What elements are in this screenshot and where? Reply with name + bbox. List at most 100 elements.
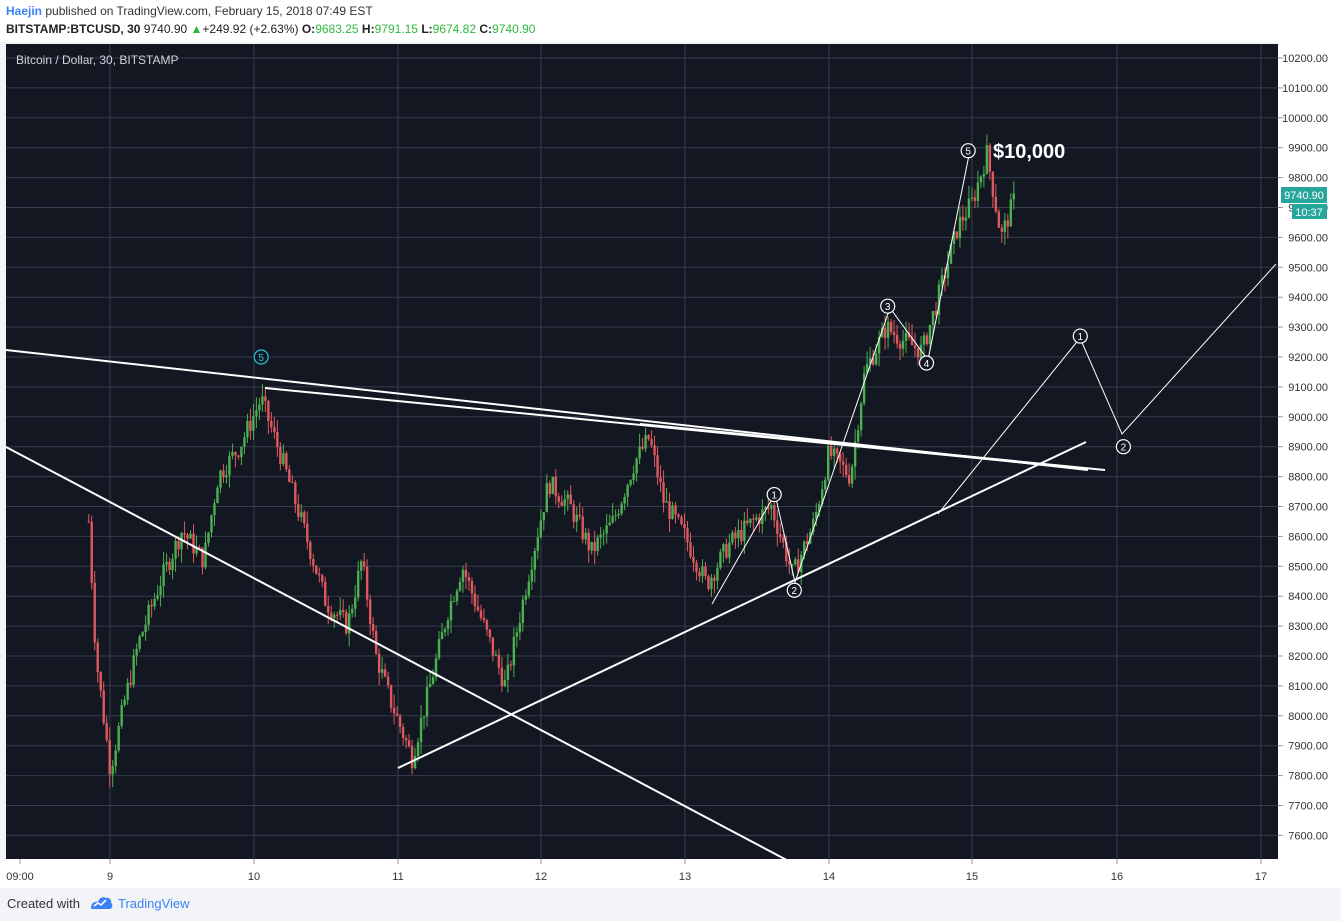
candle-body xyxy=(856,430,860,442)
price-axis[interactable] xyxy=(1278,42,1341,888)
change-value: +249.92 (+2.63%) xyxy=(202,22,299,36)
candle-body xyxy=(647,435,650,440)
y-tick-label: 10100.00 xyxy=(1282,83,1328,95)
candle-body xyxy=(231,452,234,456)
projected-wave-path[interactable] xyxy=(937,263,1277,515)
candle-body xyxy=(773,505,776,521)
candle-body xyxy=(964,217,968,221)
candle-body xyxy=(339,610,342,615)
candle-body xyxy=(512,636,516,666)
candle-body xyxy=(437,639,441,659)
y-tick-label: 8700.00 xyxy=(1288,502,1328,514)
wave-label-number: 5 xyxy=(258,353,264,364)
candle-body xyxy=(653,445,656,456)
y-tick-label: 8800.00 xyxy=(1288,472,1328,484)
candle-body xyxy=(401,726,405,738)
candle-body xyxy=(449,601,453,621)
wave-count-path[interactable] xyxy=(711,149,971,605)
candle-body xyxy=(395,713,399,716)
y-tick-label: 8300.00 xyxy=(1288,621,1328,633)
wave-label-circle[interactable] xyxy=(253,349,269,365)
ohlc-legend: BITSTAMP:BTCUSD, 30 9740.90 ▲+249.92 (+2… xyxy=(6,22,535,36)
candle-body xyxy=(871,358,875,365)
y-tick-label: 7600.00 xyxy=(1288,830,1328,842)
y-tick-label: 9500.00 xyxy=(1288,262,1328,274)
ascending-support-line[interactable] xyxy=(397,441,1087,769)
candle-body xyxy=(186,534,189,539)
candle-body xyxy=(904,332,908,341)
author-link[interactable]: Haejin xyxy=(6,4,43,18)
wave-label-circle[interactable] xyxy=(880,298,896,314)
candle-body xyxy=(132,655,135,685)
candle-body xyxy=(707,576,710,589)
candle-body xyxy=(285,453,288,470)
y-tick-label: 9200.00 xyxy=(1288,352,1328,364)
last-price: 9740.90 xyxy=(143,22,188,36)
candle-body xyxy=(850,466,854,484)
wave-label-circle[interactable] xyxy=(960,143,976,159)
wave-label-circle[interactable] xyxy=(918,355,935,371)
tradingview-link[interactable]: TradingView xyxy=(118,896,190,911)
candle-body xyxy=(123,699,126,706)
candle-body xyxy=(824,479,827,490)
candle-body xyxy=(407,740,411,747)
candle-body xyxy=(970,197,974,199)
wave-label-circle[interactable] xyxy=(1072,328,1088,344)
candle-body xyxy=(282,453,285,465)
candle-body xyxy=(237,455,240,458)
candle-body xyxy=(551,476,554,494)
last-price-badge-text: 9740.90 xyxy=(1284,190,1324,202)
wave-label-circle[interactable] xyxy=(1115,439,1131,455)
descending-trendline-lower[interactable] xyxy=(5,446,799,867)
y-tick-label: 9400.00 xyxy=(1288,292,1328,304)
candle-body xyxy=(356,570,360,598)
candle-body xyxy=(554,476,557,497)
candle-body xyxy=(728,542,731,558)
candle-body xyxy=(692,556,695,563)
candle-body xyxy=(788,561,791,565)
y-tick-label: 10200.00 xyxy=(1282,53,1328,65)
tradingview-logo-icon[interactable] xyxy=(88,894,114,917)
candle-body xyxy=(668,501,671,519)
candle-body xyxy=(270,421,273,428)
high-label: H: xyxy=(361,22,375,36)
candle-body xyxy=(1006,220,1010,227)
candle-body xyxy=(345,612,348,634)
candle-body xyxy=(1000,227,1004,232)
y-axis-ticks: 10200.00 10100.00 10000.00 9900.00 9800.00 97… xyxy=(1278,53,1328,842)
candle-body xyxy=(216,487,219,504)
candle-body xyxy=(530,569,534,582)
candle-body xyxy=(446,620,450,629)
candle-body xyxy=(913,345,917,348)
price-annotation[interactable]: $10,000 xyxy=(993,141,1065,163)
candle-body xyxy=(997,211,1001,228)
candle-body xyxy=(734,532,737,539)
wave-label-circle[interactable] xyxy=(766,486,782,503)
candle-body xyxy=(557,496,560,502)
candle-body xyxy=(835,448,839,454)
candle-body xyxy=(991,171,995,197)
chart-header: Haejin published on TradingView.com, Feb… xyxy=(0,0,1341,42)
close-value: 9740.90 xyxy=(492,22,536,36)
candle-body xyxy=(686,528,689,543)
candle-body xyxy=(386,676,390,686)
y-tick-label: 10000.00 xyxy=(1282,113,1328,125)
candle-body xyxy=(922,335,926,345)
candle-body xyxy=(261,396,264,405)
candle-body xyxy=(812,518,815,533)
candle-body xyxy=(629,480,632,485)
candle-body xyxy=(934,311,938,315)
candle-body xyxy=(683,524,686,529)
y-tick-label: 9000.00 xyxy=(1288,412,1328,424)
time-axis[interactable] xyxy=(0,859,1341,888)
candle-body xyxy=(877,337,881,354)
candle-body xyxy=(832,448,836,456)
wave-label-circle[interactable] xyxy=(786,582,802,598)
descending-trendline-short[interactable] xyxy=(639,423,1106,471)
candle-body xyxy=(488,629,492,638)
candle-body xyxy=(988,145,992,172)
candle-body xyxy=(880,327,884,338)
candle-body xyxy=(90,521,93,583)
